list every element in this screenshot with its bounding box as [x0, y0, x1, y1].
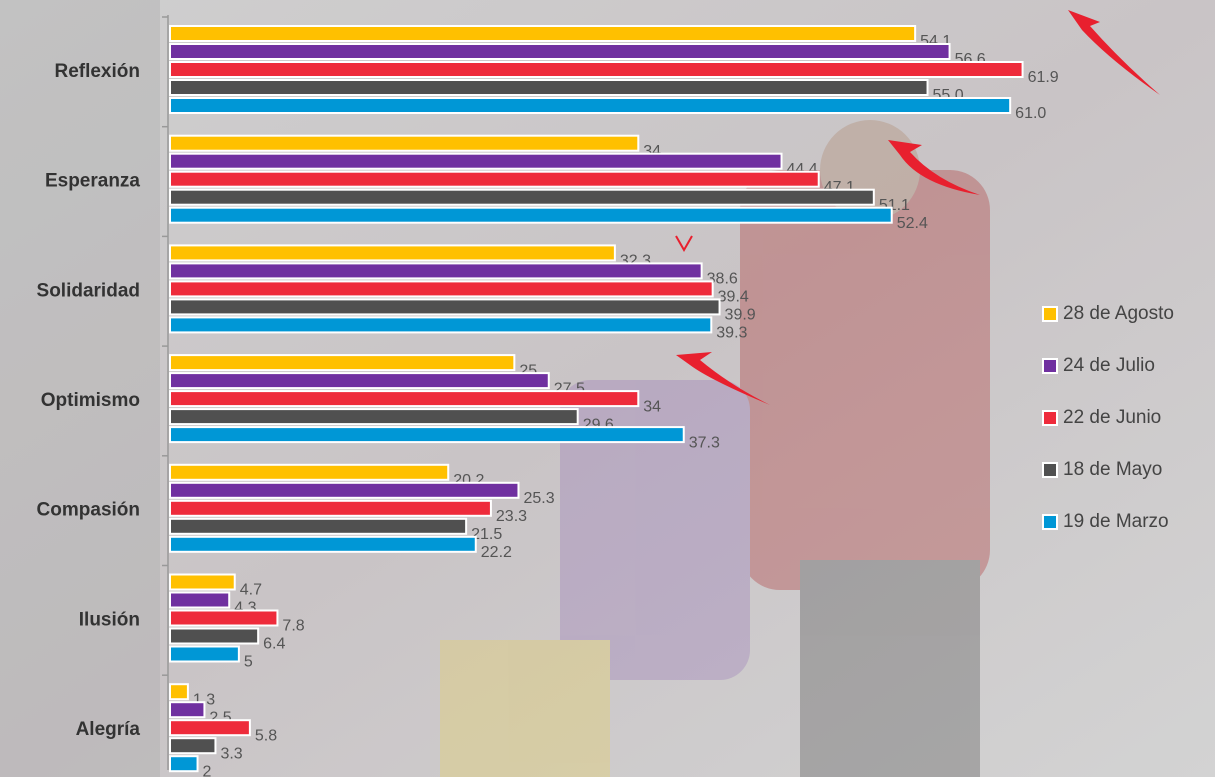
bar [170, 80, 928, 95]
value-label: 3.3 [220, 745, 242, 762]
legend-label: 19 de Marzo [1063, 511, 1169, 532]
bar [170, 702, 204, 717]
value-label: 37.3 [689, 434, 720, 451]
legend-label: 28 de Agosto [1063, 303, 1174, 324]
category-label: Solidaridad [37, 280, 140, 301]
bar [170, 263, 702, 278]
value-label: 7.8 [282, 618, 304, 635]
category-label: Compasión [37, 500, 140, 521]
value-label: 39.9 [725, 307, 756, 324]
bar [170, 501, 491, 516]
bar [170, 684, 188, 699]
bar [170, 720, 250, 735]
legend-label: 24 de Julio [1063, 355, 1155, 376]
bar [170, 154, 782, 169]
category-label: Optimismo [41, 390, 140, 411]
legend-swatch [1043, 307, 1057, 321]
bar [170, 483, 518, 498]
legend-label: 22 de Junio [1063, 407, 1161, 428]
bar [170, 647, 239, 662]
bar [170, 208, 892, 223]
bar [170, 575, 235, 590]
bar [170, 465, 448, 480]
bar [170, 44, 950, 59]
chart: Reflexión54.156.661.955.061.0Esperanza34… [0, 0, 1215, 777]
bar [170, 593, 229, 608]
bar [170, 519, 466, 534]
category-label: Reflexión [54, 61, 140, 82]
bar [170, 629, 258, 644]
bar [170, 62, 1023, 77]
bar [170, 317, 711, 332]
bar [170, 409, 578, 424]
value-label: 39.4 [718, 289, 749, 306]
bar [170, 299, 720, 314]
value-label: 5.8 [255, 727, 277, 744]
bar [170, 136, 638, 151]
bar [170, 190, 874, 205]
legend-swatch [1043, 463, 1057, 477]
value-label: 34 [643, 398, 661, 415]
value-label: 25.3 [523, 490, 554, 507]
legend-label: 18 de Mayo [1063, 459, 1162, 480]
value-label: 39.3 [716, 325, 747, 342]
bar [170, 373, 549, 388]
value-label: 5 [244, 654, 253, 671]
bar [170, 355, 514, 370]
bar [170, 427, 684, 442]
bar [170, 281, 713, 296]
value-label: 4.7 [240, 582, 262, 599]
bar [170, 537, 476, 552]
bar [170, 391, 638, 406]
bar [170, 172, 819, 187]
value-label: 23.3 [496, 508, 527, 525]
bar [170, 611, 277, 626]
legend-swatch [1043, 411, 1057, 425]
category-label: Esperanza [45, 171, 140, 192]
bar [170, 26, 915, 41]
value-label: 6.4 [263, 636, 285, 653]
legend-swatch [1043, 515, 1057, 529]
value-label: 61.0 [1015, 105, 1046, 122]
bar [170, 98, 1010, 113]
bar [170, 738, 215, 753]
category-label: Alegría [76, 719, 141, 740]
value-label: 2 [203, 763, 212, 777]
bar [170, 245, 615, 260]
bar [170, 756, 198, 771]
value-label: 22.2 [481, 544, 512, 561]
legend-swatch [1043, 359, 1057, 373]
value-label: 61.9 [1028, 69, 1059, 86]
value-label: 52.4 [897, 215, 928, 232]
category-label: Ilusión [79, 609, 140, 630]
